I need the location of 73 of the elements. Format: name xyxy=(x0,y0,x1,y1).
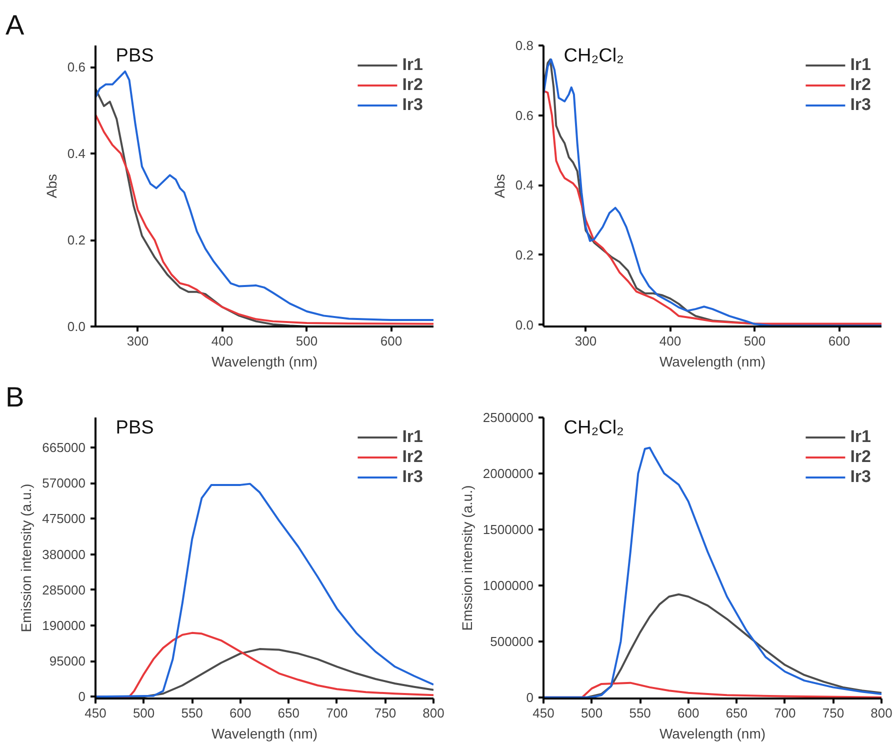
legend-label: Ir3 xyxy=(850,467,871,487)
x-tick-label: 300 xyxy=(126,334,149,348)
y-axis-title: Emission intensity (a.u.) xyxy=(18,484,34,632)
legend-label: Ir1 xyxy=(402,55,423,75)
y-tick-label: 0.6 xyxy=(67,60,86,75)
y-tick-label: 500000 xyxy=(490,634,534,649)
legend-label: Ir3 xyxy=(402,467,423,487)
chart-title: CH₂Cl₂ xyxy=(564,46,624,66)
y-tick-label: 1500000 xyxy=(482,522,534,537)
y-tick-label: 95000 xyxy=(49,654,86,669)
x-tick-label: 500 xyxy=(744,334,766,348)
y-tick-label: 0.2 xyxy=(67,232,86,248)
x-tick-label: 500 xyxy=(296,334,318,348)
y-tick-label: 0.0 xyxy=(515,317,534,332)
y-tick-label: 475000 xyxy=(42,511,86,526)
x-tick-label: 550 xyxy=(629,706,651,720)
y-tick-label: 0.4 xyxy=(67,146,86,162)
x-tick-label: 800 xyxy=(422,706,444,720)
x-tick-label: 700 xyxy=(774,706,796,720)
x-axis-title: Wavelength (nm) xyxy=(211,354,318,370)
x-tick-label: 700 xyxy=(326,706,348,720)
text: A xyxy=(6,10,24,40)
y-tick-label: 285000 xyxy=(42,582,86,598)
y-tick-label: 0.6 xyxy=(515,108,534,123)
text: B xyxy=(6,382,24,412)
chart-title: CH₂Cl₂ xyxy=(564,418,624,438)
x-axis-title: Wavelength (nm) xyxy=(659,726,766,742)
x-tick-label: 650 xyxy=(278,706,300,720)
y-tick-label: 190000 xyxy=(42,618,86,633)
x-tick-label: 750 xyxy=(822,706,844,720)
y-tick-label: 380000 xyxy=(42,546,86,562)
y-tick-label: 2500000 xyxy=(482,410,534,425)
y-tick-label: 665000 xyxy=(42,440,86,455)
legend-label: Ir2 xyxy=(850,75,871,95)
x-tick-label: 450 xyxy=(532,706,554,720)
legend-label: Ir2 xyxy=(402,447,423,467)
y-tick-label: 1000000 xyxy=(482,578,534,593)
y-tick-label: 0.2 xyxy=(515,247,534,262)
x-tick-label: 500 xyxy=(580,706,603,720)
y-tick-label: 0.4 xyxy=(515,178,534,193)
legend-label: Ir1 xyxy=(402,427,423,447)
y-tick-label: 2000000 xyxy=(482,466,534,481)
y-axis-title: Abs xyxy=(43,174,60,198)
x-tick-label: 550 xyxy=(181,706,203,720)
x-axis-title: Wavelength (nm) xyxy=(659,354,766,370)
x-axis-title: Wavelength (nm) xyxy=(211,726,318,742)
legend-label: Ir2 xyxy=(402,75,423,95)
x-tick-label: 600 xyxy=(828,334,850,348)
y-tick-label: 0 xyxy=(78,689,86,704)
x-tick-label: 600 xyxy=(380,334,402,348)
x-tick-label: 300 xyxy=(574,334,597,348)
y-tick-label: 570000 xyxy=(42,476,86,491)
x-tick-label: 400 xyxy=(659,334,682,348)
x-tick-label: 600 xyxy=(678,706,700,720)
x-tick-label: 800 xyxy=(870,706,892,720)
chart-title: PBS xyxy=(116,46,154,66)
chart-title: PBS xyxy=(116,418,154,438)
legend-label: Ir3 xyxy=(402,95,423,115)
legend-label: Ir1 xyxy=(850,427,871,447)
x-tick-label: 450 xyxy=(84,706,106,720)
legend-label: Ir2 xyxy=(850,447,871,467)
legend-label: Ir1 xyxy=(850,55,871,75)
y-tick-label: 0 xyxy=(526,690,534,705)
x-tick-label: 600 xyxy=(230,706,252,720)
y-tick-label: 0.8 xyxy=(515,38,534,53)
x-tick-label: 750 xyxy=(374,706,396,720)
x-tick-label: 500 xyxy=(132,706,155,720)
x-tick-label: 650 xyxy=(726,706,748,720)
y-axis-title: Abs xyxy=(491,174,508,198)
x-tick-label: 400 xyxy=(211,334,234,348)
y-tick-label: 0.0 xyxy=(67,319,86,334)
legend-label: Ir3 xyxy=(850,95,871,115)
y-axis-title: Emssion intensity (a.u.) xyxy=(458,485,475,631)
